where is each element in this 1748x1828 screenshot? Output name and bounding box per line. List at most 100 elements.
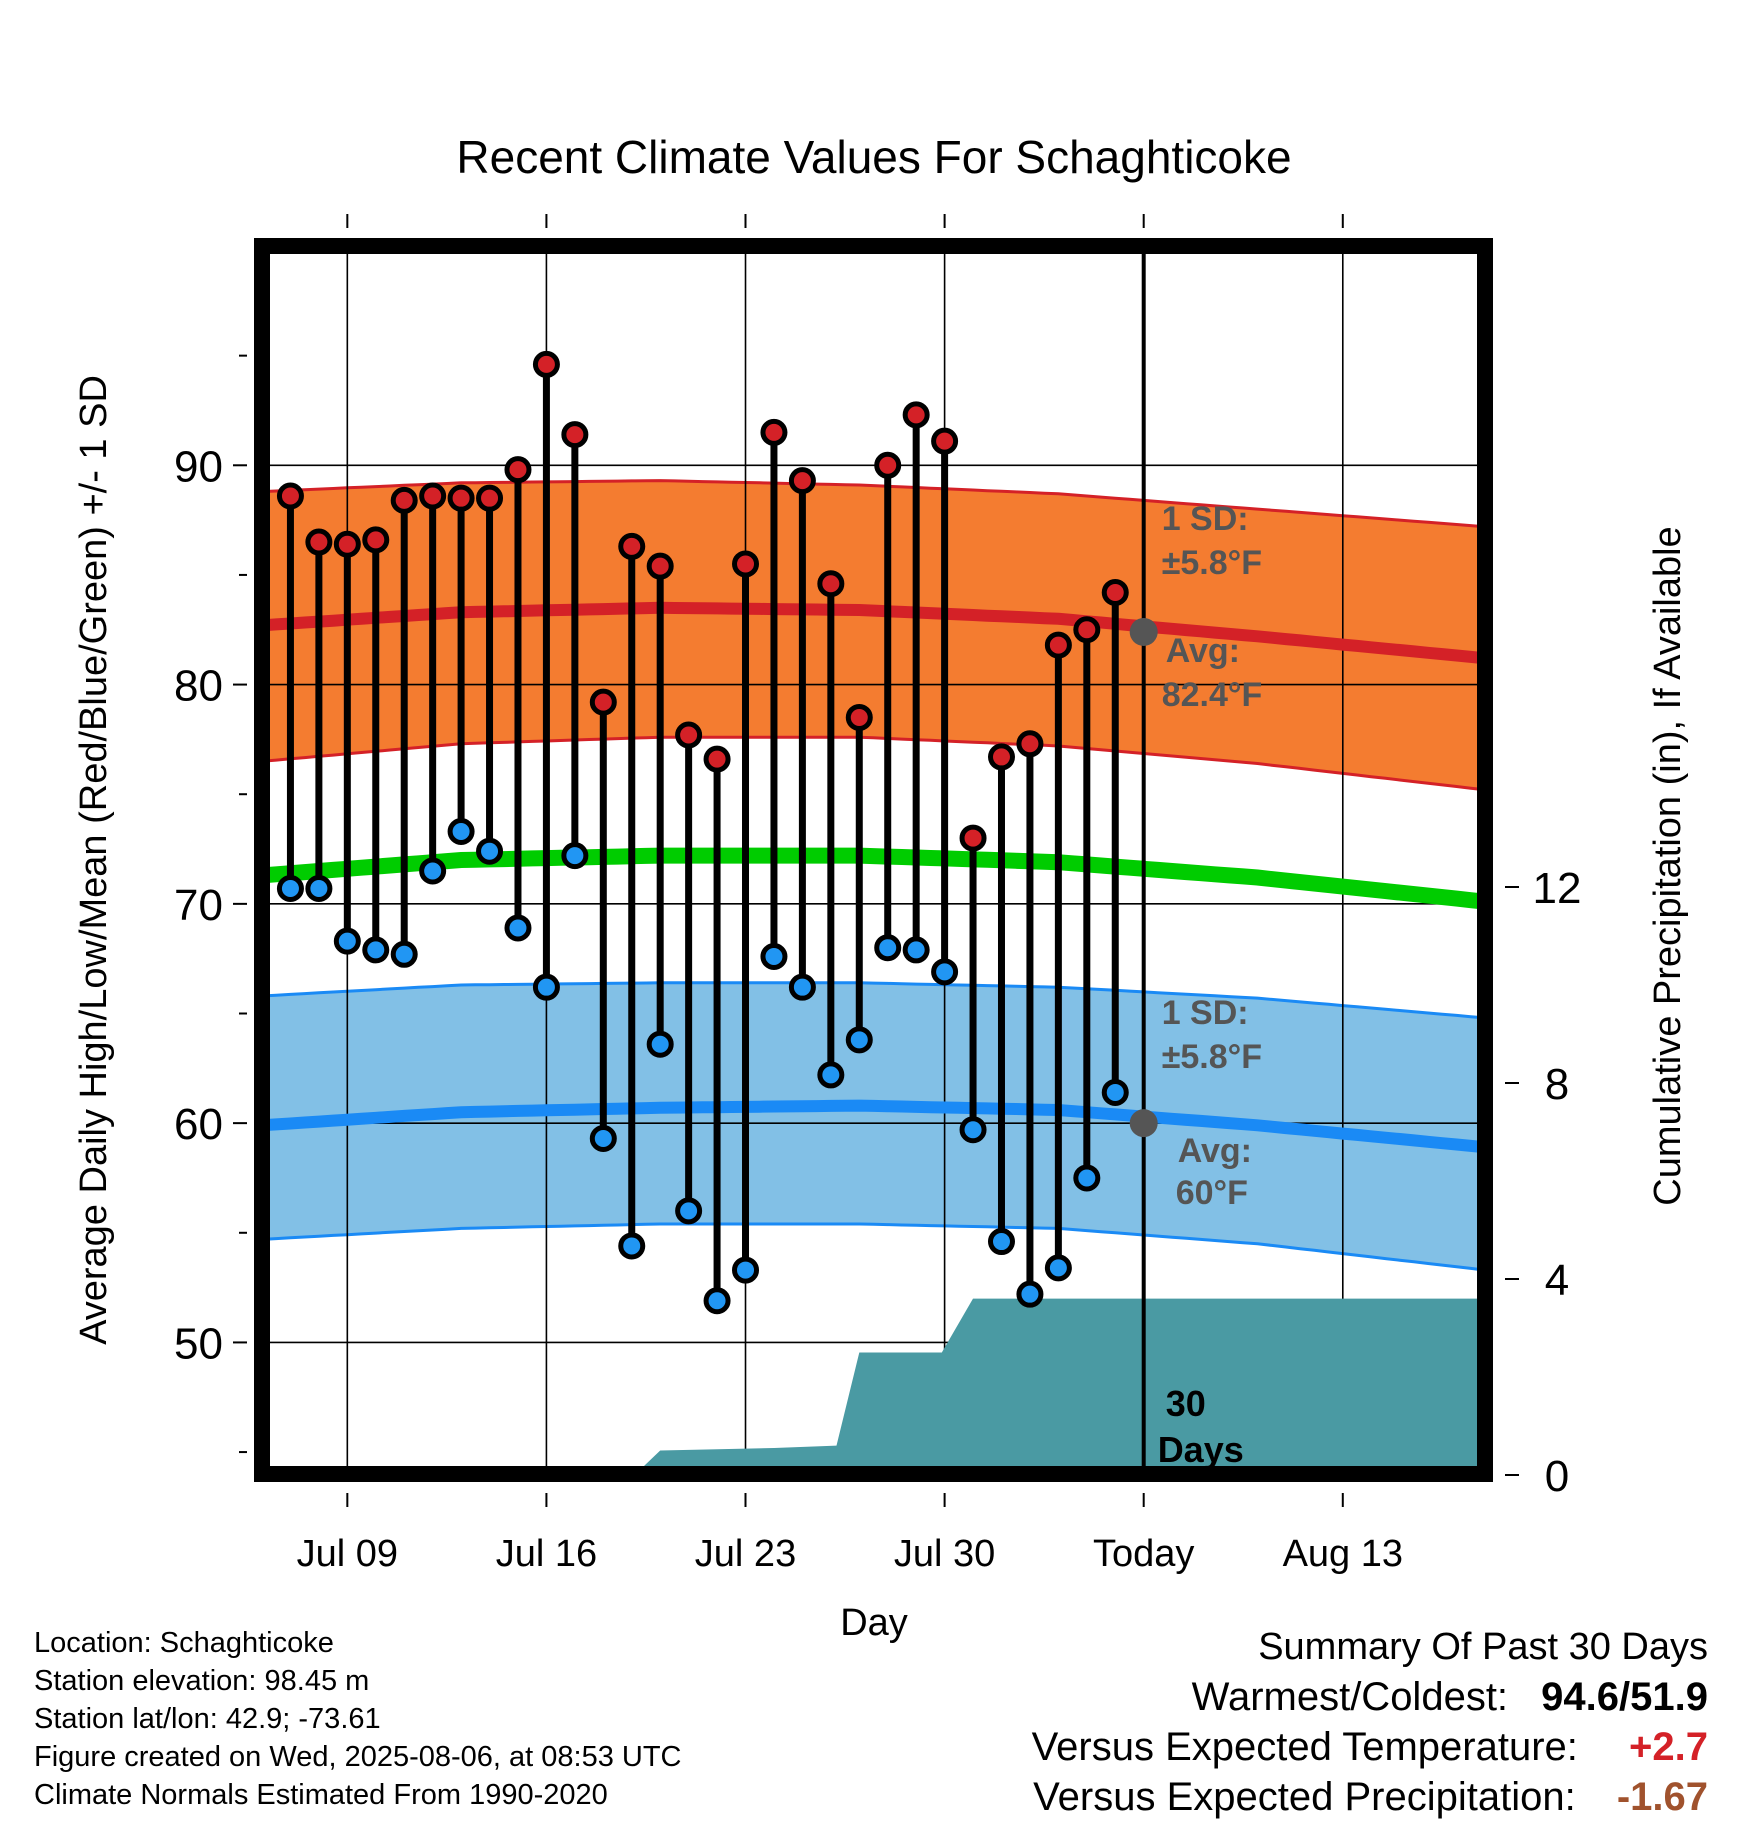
daily-low-point: [788, 973, 816, 1001]
y-tick-label: 60: [174, 1100, 223, 1149]
daily-low-point: [532, 973, 560, 1001]
station-info: Location: Schaghticoke Station elevation…: [34, 1624, 682, 1814]
daily-high-point: [1016, 730, 1044, 758]
daily-high-point: [618, 532, 646, 560]
high-avg-line: [262, 601, 1485, 665]
x-tick-label: Aug 13: [1283, 1533, 1403, 1575]
plot-frame: [254, 238, 1493, 1482]
daily-high-point: [419, 482, 447, 510]
y-axis-label: Average Daily High/Low/Mean (Red/Blue/Gr…: [73, 375, 115, 1345]
low-sd-value: ±5.8°F: [1162, 1038, 1262, 1076]
daily-high-point: [987, 743, 1015, 771]
low-sd-band-upper-edge: [262, 981, 1485, 1020]
daily-low-point: [874, 934, 902, 962]
daily-high-point: [931, 427, 959, 455]
daily-high-point: [1044, 631, 1072, 659]
daily-low-point: [618, 1232, 646, 1260]
daily-high-point: [874, 451, 902, 479]
daily-high-point: [333, 530, 361, 558]
daily-low-point: [561, 842, 589, 870]
daily-high-point: [561, 421, 589, 449]
location-text: Location: Schaghticoke: [34, 1627, 334, 1659]
x-axis-label: Day: [840, 1602, 908, 1644]
daily-low-point: [390, 940, 418, 968]
daily-high-point: [1073, 616, 1101, 644]
daily-high-point: [589, 688, 617, 716]
daily-low-point: [447, 817, 475, 845]
daily-high-point: [902, 401, 930, 429]
high-sd-band-lower-edge: [262, 735, 1485, 792]
chart-title: Recent Climate Values For Schaghticoke: [456, 131, 1291, 183]
daily-high-point: [532, 350, 560, 378]
daily-low-point: [675, 1197, 703, 1225]
y2-tick-label: 0: [1545, 1452, 1569, 1501]
daily-low-point: [646, 1030, 674, 1058]
daily-high-point: [646, 552, 674, 580]
today-high-avg-marker: [1129, 617, 1158, 646]
daily-low-point: [589, 1124, 617, 1152]
axes: 50 60 70 80 90 0 4 8 12 Jul 09 Jul 16 Jul 23 Jul 30 T…: [174, 214, 1581, 1575]
precip-label: Versus Expected Precipitation:: [1033, 1775, 1576, 1819]
daily-high-point: [476, 484, 504, 512]
daily-low-point: [845, 1026, 873, 1054]
high-sd-label: 1 SD:: [1162, 500, 1249, 538]
low-avg-label: Avg:: [1178, 1132, 1252, 1170]
x-tick-label: Today: [1093, 1533, 1194, 1575]
temp-value: +2.7: [1629, 1725, 1708, 1769]
daily-low-point: [1101, 1078, 1129, 1106]
y2-tick-label: 4: [1545, 1256, 1569, 1305]
precip-days-label-1: 30: [1166, 1383, 1206, 1424]
daily-high-point: [504, 456, 532, 484]
summary-panel: Summary Of Past 30 Days Warmest/Coldest:…: [1032, 1622, 1708, 1822]
temp-row: Versus Expected Temperature: +2.7: [1032, 1722, 1708, 1772]
daily-low-point: [1044, 1254, 1072, 1282]
precip-row: Versus Expected Precipitation: -1.67: [1032, 1772, 1708, 1822]
created-text: Figure created on Wed, 2025-08-06, at 08…: [34, 1741, 682, 1773]
daily-high-point: [760, 418, 788, 446]
high-avg-value: 82.4°F: [1162, 676, 1263, 714]
daily-low-point: [504, 914, 532, 942]
y2-axis-label: Cumulative Precipitation (in), If Availa…: [1647, 526, 1689, 1205]
warm-cold-label: Warmest/Coldest:: [1191, 1675, 1509, 1719]
low-sd-label: 1 SD:: [1162, 994, 1249, 1032]
mean-avg-line: [262, 847, 1485, 910]
low-sd-band-lower-edge: [262, 1222, 1485, 1272]
daily-low-point: [276, 875, 304, 903]
warm-cold-value: 94.6/51.9: [1541, 1675, 1708, 1719]
daily-high-point: [675, 721, 703, 749]
daily-low-point: [1016, 1280, 1044, 1308]
daily-low-point: [760, 942, 788, 970]
low-sd-band: [262, 982, 1485, 1271]
daily-high-point: [959, 824, 987, 852]
plot-content: 1 SD: ±5.8°F Avg: 82.4°F 1 SD: ±5.8°F Avg: 60°F…: [262, 246, 1485, 1474]
precip-area: [635, 1298, 1485, 1474]
daily-high-point: [1101, 578, 1129, 606]
low-avg-value: 60°F: [1176, 1174, 1248, 1212]
x-tick-label: Jul 16: [496, 1533, 597, 1575]
daily-high-point: [732, 550, 760, 578]
daily-high-point: [305, 528, 333, 556]
daily-low-point: [476, 837, 504, 865]
daily-high-point: [845, 703, 873, 731]
daily-low-point: [987, 1228, 1015, 1256]
daily-low-point: [305, 875, 333, 903]
summary-title: Summary Of Past 30 Days: [1258, 1626, 1708, 1668]
normals-text: Climate Normals Estimated From 1990-2020: [34, 1779, 608, 1811]
daily-low-point: [333, 927, 361, 955]
high-sd-value: ±5.8°F: [1162, 544, 1262, 582]
daily-high-point: [362, 526, 390, 554]
x-tick-label: Jul 23: [695, 1533, 796, 1575]
daily-low-point: [817, 1061, 845, 1089]
daily-low-point: [732, 1256, 760, 1284]
y-tick-label: 80: [174, 662, 223, 711]
plot-area: 1 SD: ±5.8°F Avg: 82.4°F 1 SD: ±5.8°F Avg: 60°F…: [262, 246, 1485, 1474]
elevation-text: Station elevation: 98.45 m: [34, 1665, 370, 1697]
daily-low-point: [419, 857, 447, 885]
x-tick-label: Jul 30: [894, 1533, 995, 1575]
precip-days-label-2: Days: [1158, 1429, 1244, 1470]
y2-tick-label: 8: [1545, 1060, 1569, 1109]
high-sd-band: [262, 480, 1485, 790]
latlon-text: Station lat/lon: 42.9; -73.61: [34, 1703, 381, 1735]
daily-low-point: [362, 936, 390, 964]
